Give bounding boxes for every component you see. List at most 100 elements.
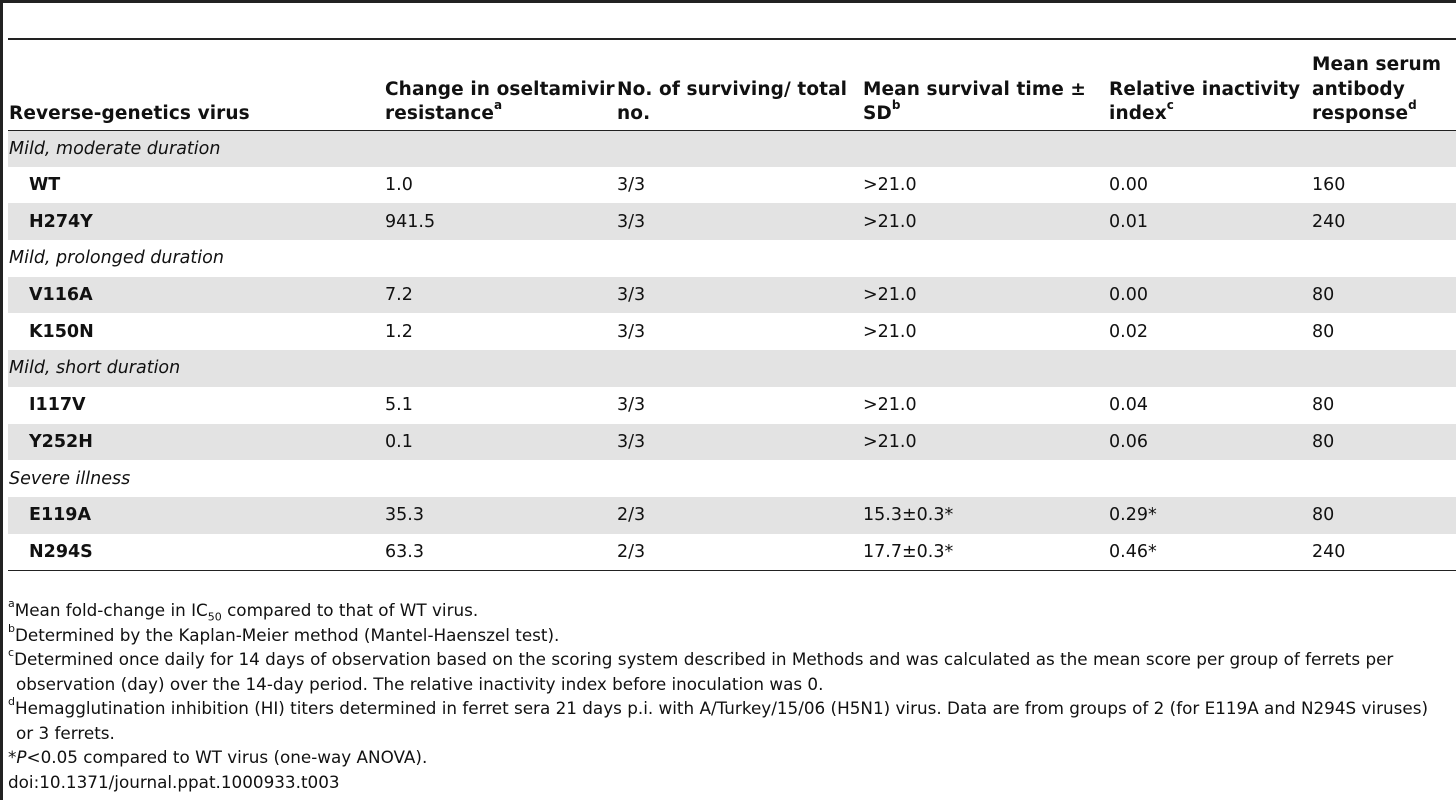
virus-name-cell: I117V <box>29 395 86 416</box>
group-label: Mild, prolonged duration <box>9 248 224 269</box>
group-label: Mild, short duration <box>9 358 181 379</box>
table-cell: 35.3 <box>385 505 424 526</box>
table-body: Mild, moderate duration WT 1.0 3/3 >21.0 0.00… <box>8 130 1456 571</box>
column-header: Reverse-genetics virus <box>8 39 385 130</box>
column-header: Relative inactivity indexc <box>1109 39 1312 130</box>
group-label: Severe illness <box>9 468 131 489</box>
doi-line: doi:10.1371/journal.ppat.1000933.t003 <box>8 771 340 792</box>
table-cell: 0.02 <box>1109 321 1148 342</box>
header-row: Reverse-genetics virus Change in oseltami… <box>8 39 1456 130</box>
group-row: Mild, moderate duration <box>8 130 1456 167</box>
table-cell: 240 <box>1312 211 1346 232</box>
group-row: Mild, short duration <box>8 350 1456 387</box>
column-header-text: Mean serum antibody response <box>1312 54 1442 124</box>
footnote-text-continued: or 3 ferrets. <box>16 722 115 743</box>
table-cell: >21.0 <box>863 431 917 452</box>
table-cell: 7.2 <box>385 285 413 306</box>
table-row: K150N 1.2 3/3 >21.0 0.02 80 <box>8 313 1456 350</box>
table-cell: >21.0 <box>863 395 917 416</box>
footnote-mark: * <box>8 747 17 767</box>
results-table: Reverse-genetics virus Change in oseltami… <box>8 38 1456 571</box>
footnote-mark: d <box>8 695 15 709</box>
table-cell: 0.00 <box>1109 175 1148 196</box>
footnote-d: dHemagglutination inhibition (HI) titers… <box>8 696 1456 745</box>
subscript: 50 <box>207 610 222 624</box>
table-row: I117V 5.1 3/3 >21.0 0.04 80 <box>8 387 1456 424</box>
virus-name-cell: H274Y <box>29 211 93 232</box>
footnote-text: Hemagglutination inhibition (HI) titers … <box>14 698 1429 718</box>
footnote-mark: d <box>1408 97 1417 112</box>
table-cell: 0.04 <box>1109 395 1148 416</box>
table-cell: 0.29* <box>1109 505 1157 526</box>
table-cell: 2/3 <box>617 505 646 526</box>
table-header: Reverse-genetics virus Change in oseltami… <box>8 39 1456 130</box>
p-value-symbol: P <box>16 747 27 767</box>
table-cell: >21.0 <box>863 285 917 306</box>
table-cell: 941.5 <box>385 211 436 232</box>
table-cell: 0.1 <box>385 431 413 452</box>
left-border <box>0 0 3 800</box>
footnotes: aMean fold-change in IC50 compared to th… <box>8 598 1456 794</box>
footnote-mark: c <box>1166 97 1174 112</box>
table-cell: 0.00 <box>1109 285 1148 306</box>
virus-name-cell: WT <box>29 175 61 196</box>
footnote-text: Determined by the Kaplan-Meier method (M… <box>14 624 560 645</box>
table-row: V116A 7.2 3/3 >21.0 0.00 80 <box>8 276 1456 314</box>
column-header: No. of surviving/ total no. <box>617 39 863 130</box>
group-row: Mild, prolonged duration <box>8 240 1456 277</box>
results-table-container: Reverse-genetics virus Change in oseltami… <box>8 38 1456 571</box>
table-cell: 3/3 <box>617 395 646 416</box>
footnote-text: Mean fold-change in IC <box>14 600 208 620</box>
table-cell: 3/3 <box>617 175 646 196</box>
column-header: Change in oseltamivir resistancea <box>385 39 617 130</box>
table-cell: 63.3 <box>385 541 424 562</box>
table-cell: 80 <box>1312 505 1335 526</box>
footnote-text: compared to that of WT virus. <box>221 600 479 620</box>
column-header-text: Mean survival time ± SD <box>863 78 1087 125</box>
table-cell: 80 <box>1312 285 1335 306</box>
virus-name-cell: N294S <box>29 541 93 562</box>
top-border <box>0 0 1456 3</box>
table-cell: 0.01 <box>1109 211 1148 232</box>
table-cell: 0.06 <box>1109 431 1148 452</box>
footnote-b: bDetermined by the Kaplan-Meier method (… <box>8 623 1456 648</box>
column-header-text: No. of surviving/ total no. <box>617 78 848 125</box>
table-cell: >21.0 <box>863 175 917 196</box>
footnote-mark: c <box>8 646 15 660</box>
virus-name-cell: E119A <box>29 505 92 526</box>
table-row: E119A 35.3 2/3 15.3±0.3* 0.29* 80 <box>8 496 1456 534</box>
footnote-c: cDetermined once daily for 14 days of ob… <box>8 647 1456 696</box>
column-header: Mean serum antibody responsed <box>1312 39 1456 130</box>
table-cell: 17.7±0.3* <box>863 541 954 562</box>
footnote-text: Determined once daily for 14 days of obs… <box>14 649 1394 669</box>
column-header: Mean survival time ± SDb <box>863 39 1109 130</box>
table-cell: 2/3 <box>617 541 646 562</box>
table-cell: 3/3 <box>617 285 646 306</box>
footnote-mark: b <box>891 97 901 112</box>
virus-name-cell: V116A <box>29 285 93 306</box>
column-header-text: Change in oseltamivir resistance <box>385 78 615 125</box>
table-row: H274Y 941.5 3/3 >21.0 0.01 240 <box>8 203 1456 241</box>
table-row: N294S 63.3 2/3 17.7±0.3* 0.46* 240 <box>8 534 1456 571</box>
table-cell: 160 <box>1312 175 1346 196</box>
table-cell: 80 <box>1312 431 1335 452</box>
table-cell: 3/3 <box>617 321 646 342</box>
table-cell: 5.1 <box>385 395 413 416</box>
footnote-mark: a <box>494 97 503 112</box>
table-cell: 80 <box>1312 321 1335 342</box>
column-header-text: Relative inactivity index <box>1109 78 1301 125</box>
virus-name-cell: Y252H <box>29 431 93 452</box>
table-cell: >21.0 <box>863 321 917 342</box>
table-cell: 240 <box>1312 541 1346 562</box>
table-cell: 3/3 <box>617 431 646 452</box>
footnote-star: *P<0.05 compared to WT virus (one-way AN… <box>8 745 1456 770</box>
table-cell: 1.0 <box>385 175 413 196</box>
footnote-a: aMean fold-change in IC50 compared to th… <box>8 598 1456 623</box>
virus-name-cell: K150N <box>29 321 94 342</box>
table-cell: >21.0 <box>863 211 917 232</box>
table-cell: 1.2 <box>385 321 413 342</box>
group-label: Mild, moderate duration <box>9 138 221 159</box>
table-row: Y252H 0.1 3/3 >21.0 0.06 80 <box>8 423 1456 461</box>
table-row: WT 1.0 3/3 >21.0 0.00 160 <box>8 167 1456 204</box>
table-cell: 3/3 <box>617 211 646 232</box>
